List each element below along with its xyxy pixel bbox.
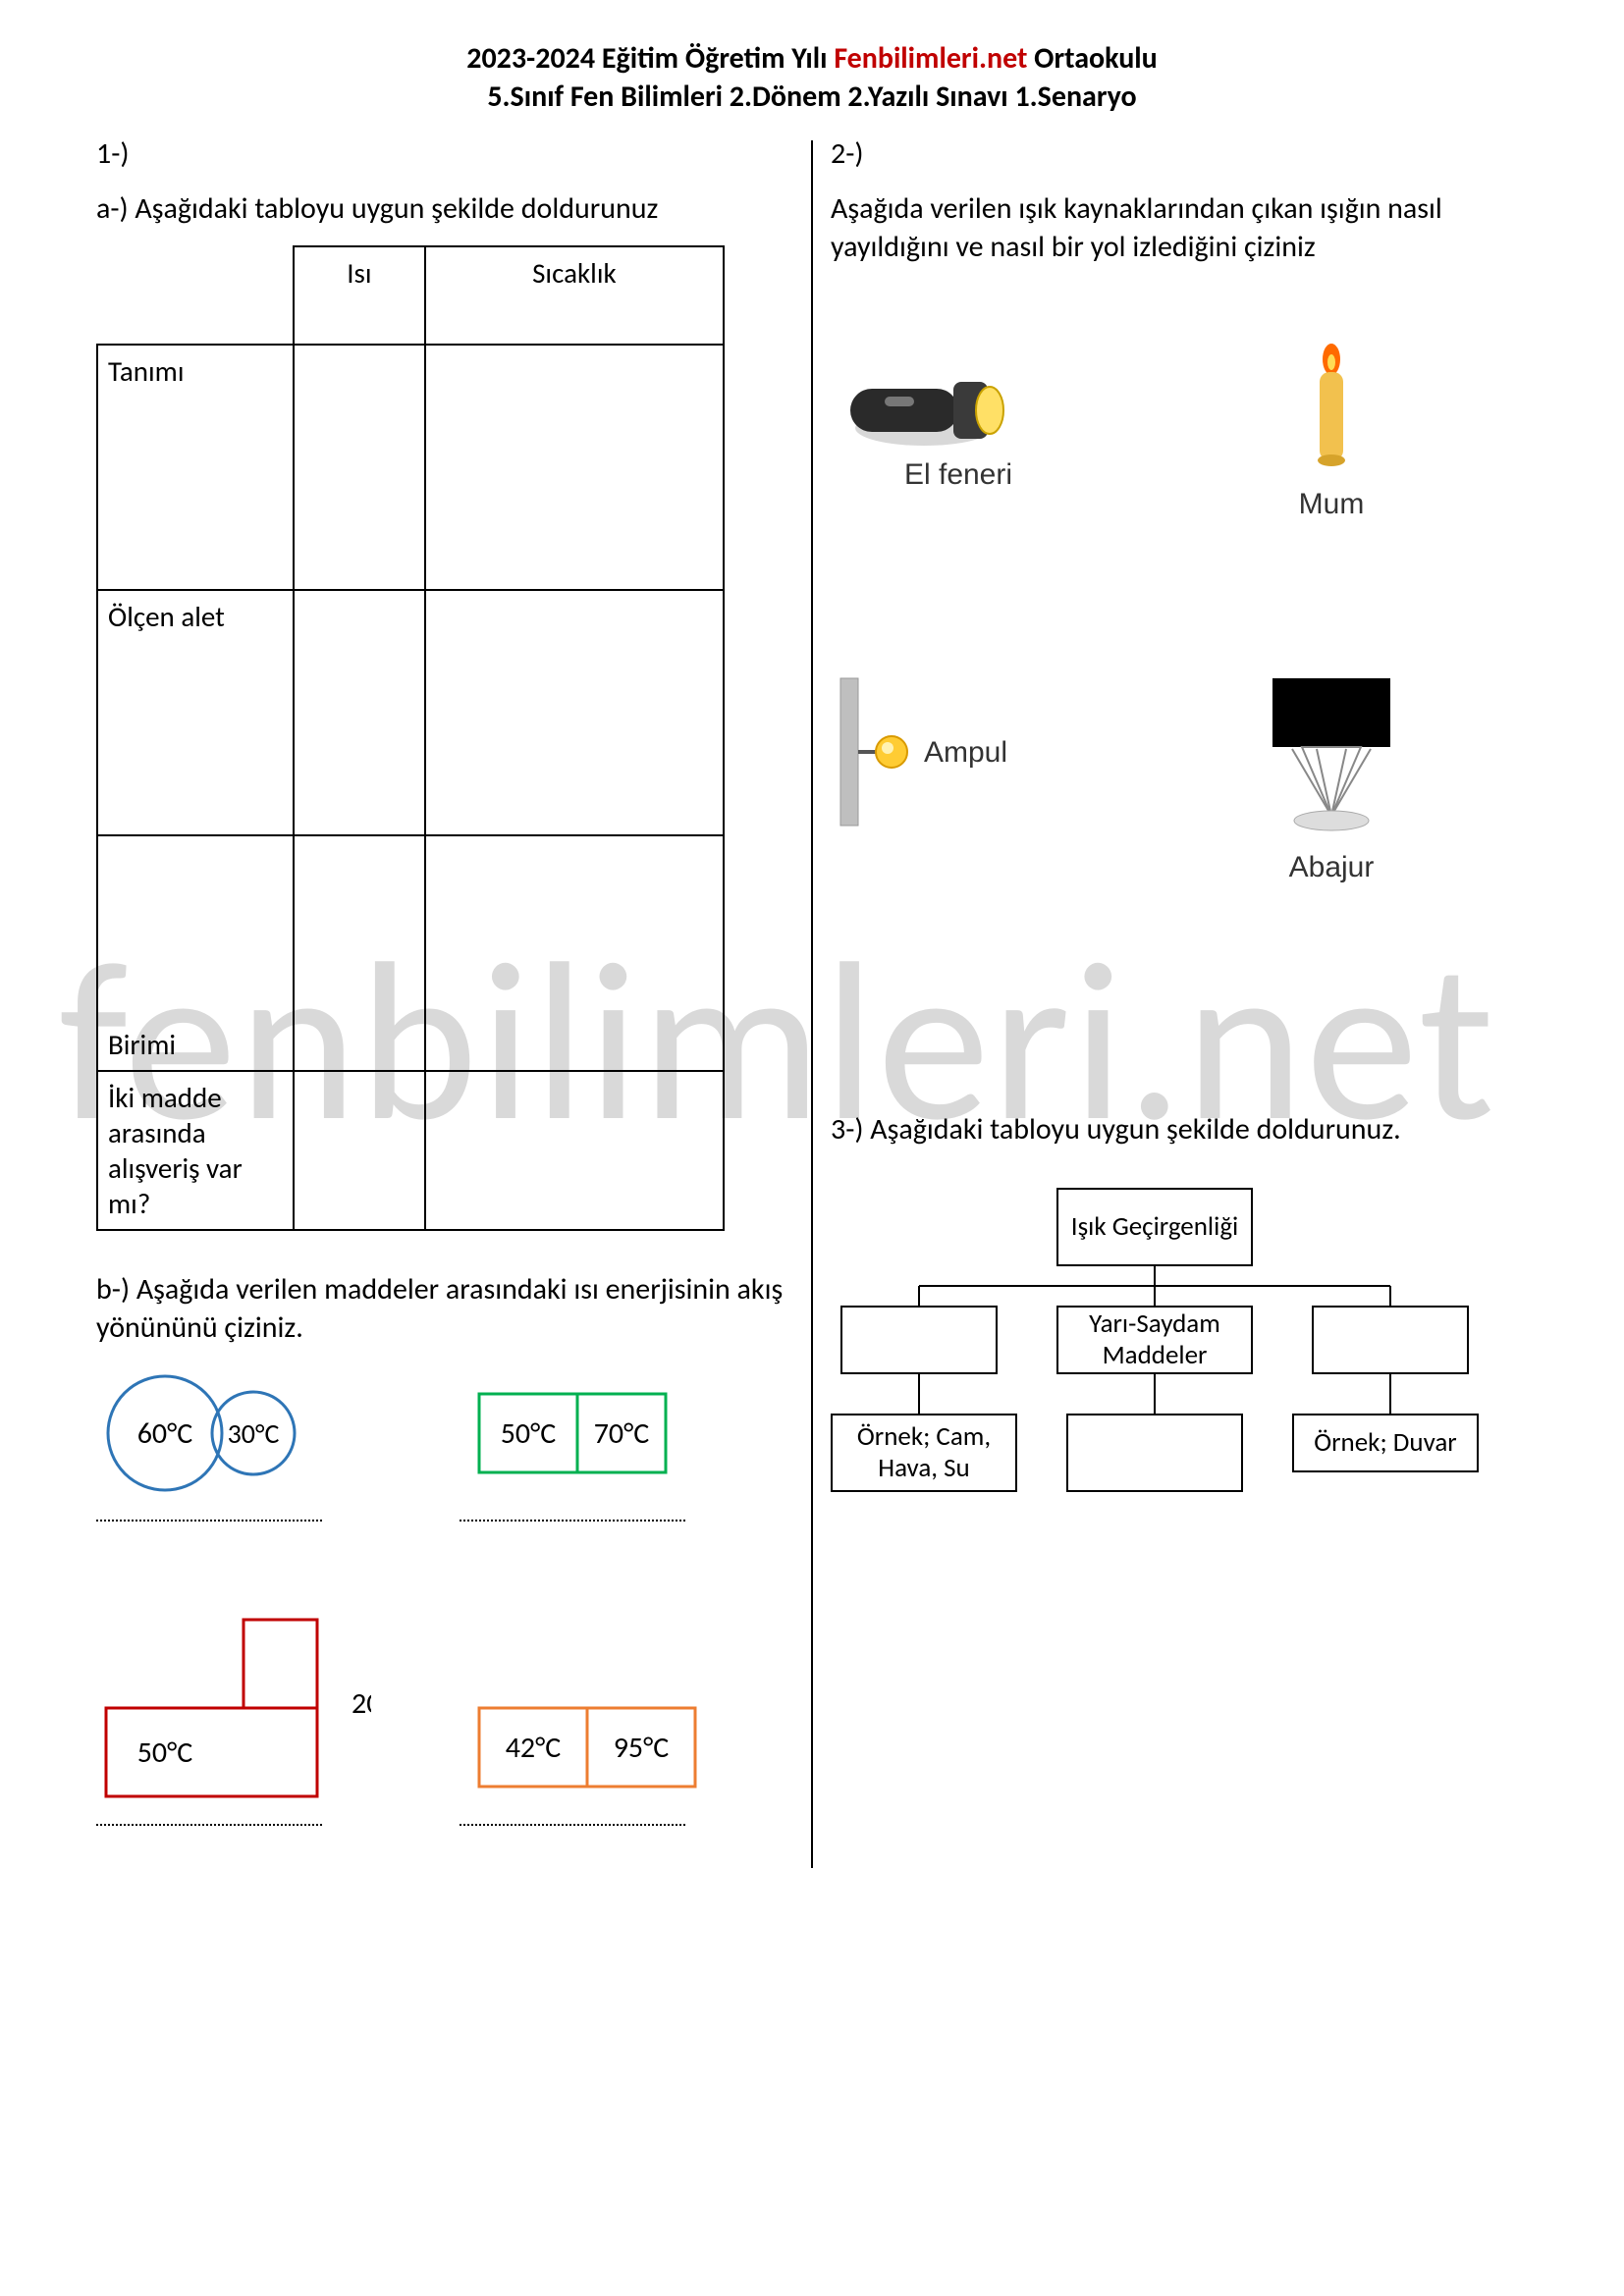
q3-mid-left-empty[interactable] [840, 1306, 998, 1374]
header-line2: 5.Sınıf Fen Bilimleri 2.Dönem 2.Yazılı S… [79, 78, 1545, 116]
header-line1-post: Ortaokulu [1027, 40, 1157, 77]
left-column: 1-) a-) Aşağıdaki tabloyu uygun şekilde … [79, 135, 811, 1868]
q1a-cell[interactable] [425, 1071, 724, 1230]
q3-leaf-right: Örnek; Duvar [1292, 1414, 1479, 1472]
q1b-p1b: 30°C [228, 1416, 280, 1451]
q1a-row-olcen: Ölçen alet [97, 590, 294, 835]
answer-line[interactable] [460, 1520, 685, 1522]
q1-number: 1-) [96, 135, 793, 172]
q1b-p2b: 70°C [594, 1415, 650, 1452]
q1a-prompt: a-) Aşağıdaki tabloyu uygun şekilde dold… [96, 189, 793, 228]
q1b-p2a: 50°C [501, 1415, 557, 1452]
q1b-pair1: 60°C 30°C [96, 1364, 371, 1561]
q1a-cell[interactable] [294, 590, 425, 835]
q1a-table: Isı Sıcaklık Tanımı Ölçen alet Bir [96, 245, 725, 1231]
page-header: 2023-2024 Eğitim Öğretim Yılı Fenbilimle… [79, 39, 1545, 116]
answer-line[interactable] [460, 1824, 685, 1826]
q2-grid: El feneri Mum [831, 335, 1459, 865]
q1a-row-alisveris: İki madde arasında alışveriş var mı? [97, 1071, 294, 1230]
q1a-col-isi: Isı [294, 246, 425, 345]
lamp-label: Abajur [1204, 851, 1459, 884]
candle-icon [1272, 335, 1390, 482]
q1b-pair2: 50°C 70°C [460, 1364, 734, 1561]
q1b-p1a: 60°C [137, 1415, 193, 1452]
header-brand: Fenbilimleri.net [834, 40, 1027, 77]
answer-line[interactable] [96, 1824, 322, 1826]
q1b-prompt: b-) Aşağıda verilen maddeler arasındaki … [96, 1270, 793, 1347]
q1a-row-tanimi: Tanımı [97, 345, 294, 590]
flashlight-icon [831, 335, 1047, 453]
q1b-p4a: 42°C [506, 1730, 562, 1766]
q2-flashlight: El feneri [831, 335, 1086, 531]
q3-prompt: 3-) Aşağıdaki tabloyu uygun şekilde dold… [831, 1110, 1528, 1148]
q3-leaf-left: Örnek; Cam, Hava, Su [831, 1414, 1017, 1492]
right-column: 2-) Aşağıda verilen ışık kaynaklarından … [813, 135, 1545, 1868]
q2-lamp: Abajur [1204, 668, 1459, 865]
bulb-icon: Ampul [831, 668, 1066, 835]
q3-tree: Işık Geçirgenliği Yarı-Saydam Maddeler Ö… [831, 1178, 1479, 1531]
q2-number: 2-) [831, 135, 1528, 172]
q1b-p4b: 95°C [614, 1730, 670, 1766]
q1a-cell[interactable] [425, 835, 724, 1071]
q1b-pair3-svg: 50°C 20°C [96, 1600, 371, 1816]
q2-bulb: Ampul [831, 668, 1086, 865]
q1a-cell[interactable] [425, 590, 724, 835]
candle-label: Mum [1204, 488, 1459, 521]
q2-prompt: Aşağıda verilen ışık kaynaklarından çıka… [831, 189, 1528, 266]
q1b-pair4-svg: 42°C 95°C [460, 1600, 734, 1816]
q3-root: Işık Geçirgenliği [1056, 1188, 1253, 1266]
q1b-p3a: 50°C [137, 1735, 193, 1771]
q1a-cell[interactable] [294, 1071, 425, 1230]
header-line1-pre: 2023-2024 Eğitim Öğretim Yılı [466, 40, 834, 77]
q3-leaf-center-empty[interactable] [1066, 1414, 1243, 1492]
q2-candle: Mum [1204, 335, 1459, 531]
q1a-cell[interactable] [425, 345, 724, 590]
q3-mid-right-empty[interactable] [1312, 1306, 1469, 1374]
bulb-label: Ampul [924, 736, 1007, 769]
q1a-col-sicaklik: Sıcaklık [425, 246, 724, 345]
q1b-pair3: 50°C 20°C [96, 1600, 371, 1855]
lamp-icon [1233, 668, 1430, 845]
answer-line[interactable] [96, 1520, 322, 1522]
q1b-pair1-svg: 60°C 30°C [96, 1364, 352, 1512]
q1a-row-birimi: Birimi [97, 835, 294, 1071]
q1b-p3b: 20°C [352, 1685, 371, 1722]
flashlight-label: El feneri [831, 458, 1086, 492]
q1a-cell[interactable] [294, 345, 425, 590]
q3-mid-center: Yarı-Saydam Maddeler [1056, 1306, 1253, 1374]
q1b-pair4: 42°C 95°C [460, 1600, 734, 1855]
q1a-cell[interactable] [294, 835, 425, 1071]
q1b-pair2-svg: 50°C 70°C [460, 1364, 715, 1512]
q1b-grid: 60°C 30°C 50°C 70°C [96, 1364, 725, 1855]
